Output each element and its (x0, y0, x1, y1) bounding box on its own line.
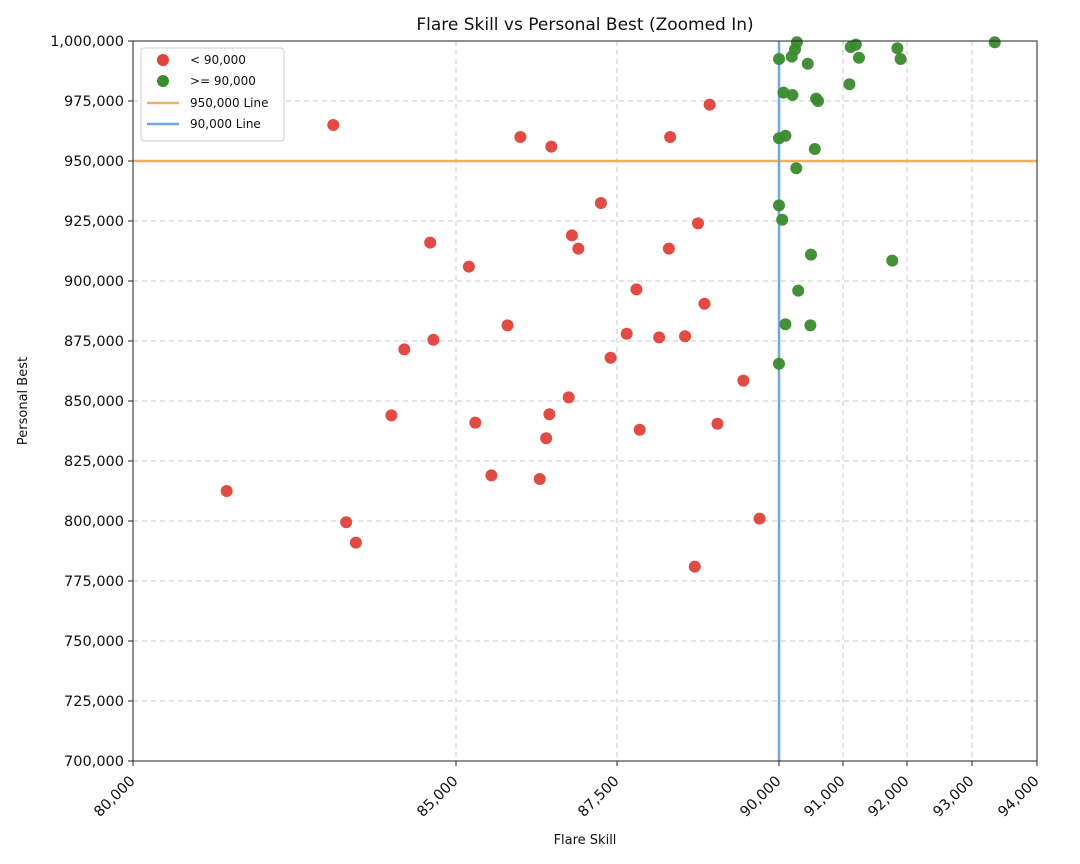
point-above-90k (786, 89, 799, 101)
y-tick-label: 900,000 (64, 274, 124, 290)
point-below-90k (514, 131, 527, 143)
point-below-90k (737, 374, 750, 387)
legend-label-above: >= 90,000 (190, 74, 256, 88)
point-below-90k (620, 327, 633, 340)
legend-marker-above (157, 75, 169, 87)
x-axis-label: Flare Skill (554, 833, 617, 848)
chart-title: Flare Skill vs Personal Best (Zoomed In) (416, 15, 753, 35)
point-below-90k (485, 469, 498, 482)
point-below-90k (688, 560, 701, 573)
legend-label-below: < 90,000 (190, 53, 246, 67)
point-below-90k (711, 417, 724, 430)
point-above-90k (801, 57, 814, 70)
point-below-90k (398, 343, 411, 356)
point-below-90k (662, 242, 675, 255)
point-below-90k (427, 333, 440, 346)
point-below-90k (630, 283, 643, 296)
reference-lines (133, 41, 1037, 761)
point-above-90k (843, 78, 856, 91)
point-below-90k (349, 536, 362, 549)
y-tick-label: 700,000 (64, 754, 124, 770)
point-below-90k (698, 297, 711, 310)
point-below-90k (340, 516, 353, 529)
point-above-90k (853, 51, 865, 64)
point-below-90k (594, 197, 607, 209)
point-above-90k (891, 42, 904, 55)
y-tick-label: 775,000 (64, 574, 124, 590)
point-above-90k (776, 213, 789, 226)
point-below-90k (540, 432, 553, 445)
point-below-90k (753, 512, 766, 525)
point-below-90k (679, 330, 692, 343)
legend: < 90,000 >= 90,000 950,000 Line 90,000 L… (140, 47, 285, 142)
point-below-90k (604, 351, 617, 364)
point-above-90k (790, 162, 803, 175)
point-above-90k (894, 53, 907, 65)
point-below-90k (424, 236, 437, 249)
point-below-90k (653, 331, 666, 344)
point-above-90k (773, 53, 785, 65)
point-below-90k (562, 391, 575, 404)
point-below-90k (545, 140, 558, 153)
point-above-90k (849, 38, 862, 51)
y-axis-label: Personal Best (16, 357, 31, 445)
point-above-90k (779, 129, 792, 142)
legend-box (140, 47, 285, 142)
point-below-90k (664, 131, 677, 143)
point-below-90k (572, 242, 585, 255)
point-below-90k (565, 229, 578, 242)
point-below-90k (692, 217, 704, 230)
y-tick-label: 875,000 (64, 334, 124, 350)
point-above-90k (804, 319, 817, 332)
point-below-90k (543, 408, 556, 421)
y-tick-label: 925,000 (64, 214, 124, 230)
point-above-90k (790, 36, 803, 49)
y-tick-label: 825,000 (64, 454, 124, 470)
point-below-90k (327, 119, 340, 131)
y-axis-ticks: 700,000 725,000 750,000 775,000 800,000 825,0… (50, 34, 133, 770)
point-above-90k (773, 357, 785, 370)
point-above-90k (805, 248, 817, 261)
point-above-90k (792, 284, 805, 297)
legend-label-950k: 950,000 Line (190, 96, 268, 110)
y-tick-label: 975,000 (64, 94, 124, 110)
point-below-90k (533, 473, 546, 485)
y-tick-label: 1,000,000 (50, 34, 124, 50)
point-below-90k (703, 98, 716, 111)
y-tick-label: 800,000 (64, 514, 124, 530)
point-below-90k (220, 485, 233, 497)
point-above-90k (812, 95, 825, 107)
y-tick-label: 725,000 (64, 694, 124, 710)
point-below-90k (469, 416, 482, 429)
point-above-90k (779, 318, 792, 331)
data-points (220, 36, 1001, 573)
point-above-90k (988, 36, 1001, 49)
y-tick-label: 850,000 (64, 394, 124, 410)
point-above-90k (808, 143, 821, 155)
point-below-90k (462, 260, 475, 273)
y-tick-label: 750,000 (64, 634, 124, 650)
y-tick-label: 950,000 (64, 154, 124, 170)
point-above-90k (773, 199, 785, 212)
legend-marker-below (157, 54, 169, 66)
point-below-90k (501, 319, 514, 332)
point-below-90k (633, 423, 646, 436)
legend-label-90k: 90,000 Line (190, 117, 261, 131)
point-above-90k (886, 254, 899, 267)
point-below-90k (385, 409, 398, 422)
